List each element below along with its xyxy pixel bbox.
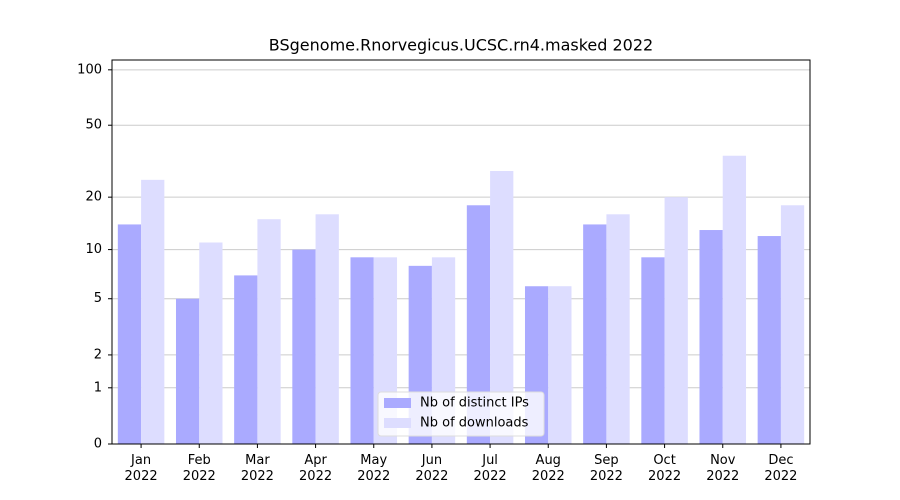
- legend-swatch: [384, 418, 411, 428]
- bar: [117, 224, 142, 444]
- legend-swatch: [384, 398, 411, 408]
- bar: [606, 214, 630, 444]
- x-tick-label: Apr 2022: [299, 453, 333, 484]
- bar: [292, 249, 316, 444]
- bar: [466, 205, 491, 444]
- x-tick-label: Oct 2022: [648, 453, 682, 484]
- x-tick-label: Jul 2022: [473, 453, 507, 484]
- bar: [257, 219, 281, 444]
- x-tick-label: Nov 2022: [706, 453, 740, 484]
- x-tick-label: Feb 2022: [182, 453, 216, 484]
- bar: [664, 197, 688, 444]
- bar: [234, 275, 258, 444]
- bar: [757, 236, 781, 444]
- legend-box: [377, 391, 545, 437]
- x-tick-label: Jun 2022: [415, 453, 449, 484]
- x-tick-label: Mar 2022: [240, 453, 274, 484]
- bar: [141, 179, 165, 445]
- legend-label: Nb of downloads: [420, 416, 529, 431]
- bar: [199, 242, 223, 444]
- y-tick-label: 20: [85, 190, 102, 205]
- x-tick-label: Aug 2022: [531, 453, 565, 484]
- y-tick-label: 2: [94, 347, 102, 362]
- y-tick-label: 1: [94, 380, 102, 395]
- bar: [490, 170, 514, 444]
- legend: Nb of distinct IPs Nb of downloads: [377, 391, 545, 437]
- chart-title: BSgenome.Rnorvegicus.UCSC.rn4.masked 202…: [269, 36, 653, 55]
- x-tick-label: May 2022: [357, 453, 391, 484]
- y-tick-label: 0: [94, 437, 102, 452]
- bar: [699, 230, 723, 444]
- x-tick-label: Sep 2022: [589, 453, 623, 484]
- bar: [350, 257, 374, 444]
- legend-label: Nb of distinct IPs: [420, 396, 529, 411]
- bar: [780, 205, 805, 444]
- bar: [548, 286, 572, 444]
- x-tick-label: Dec 2022: [764, 453, 798, 484]
- y-tick-label: 50: [85, 118, 102, 133]
- axes-frame: [111, 59, 811, 445]
- bar: [175, 298, 200, 444]
- x-tick-label: Jan 2022: [124, 453, 158, 484]
- bar: [641, 257, 665, 444]
- bar: [583, 224, 607, 444]
- bar: [722, 155, 747, 445]
- y-tick-label: 5: [94, 291, 102, 306]
- bar: [315, 214, 339, 444]
- y-tick-label: 10: [85, 242, 102, 257]
- y-tick-label: 100: [77, 62, 102, 77]
